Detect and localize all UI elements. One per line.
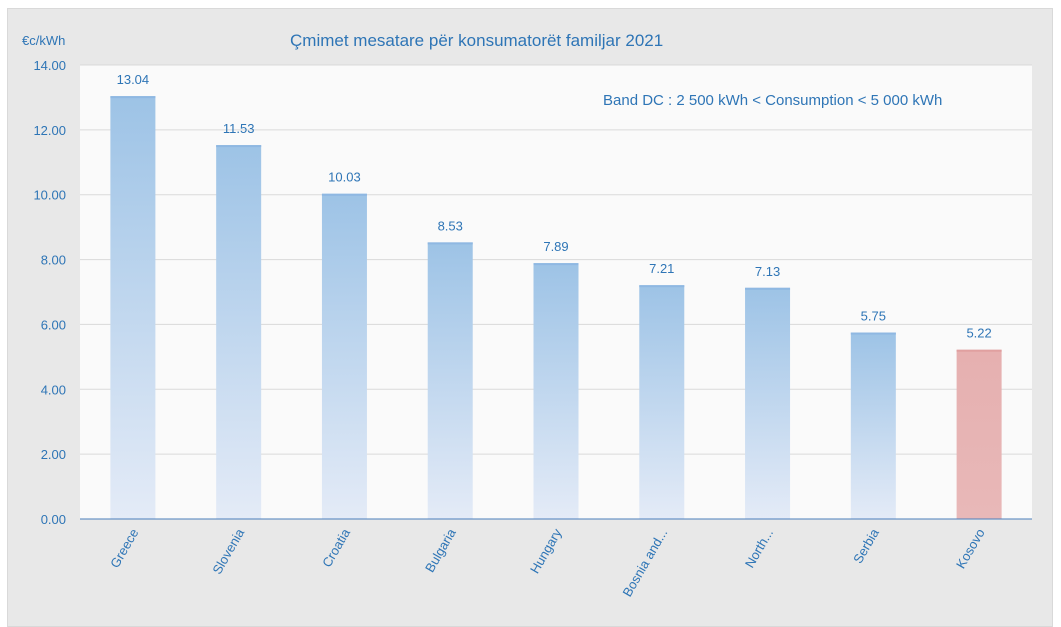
- y-tick-label: 4.00: [41, 382, 66, 397]
- bar-top-edge: [427, 242, 473, 245]
- y-tick-label: 10.00: [33, 188, 66, 203]
- bar-serbia: [850, 332, 896, 519]
- bar-hungary: [533, 263, 579, 519]
- y-tick-label: 2.00: [41, 447, 66, 462]
- x-tick-label: Kosovo: [953, 526, 988, 571]
- bar-kosovo: [956, 349, 1002, 519]
- bar-top-edge: [321, 193, 367, 196]
- bar-top-edge: [110, 96, 156, 99]
- x-tick-label: Croatia: [319, 525, 353, 569]
- bar-greece: [110, 96, 156, 519]
- data-labels: 13.04 11.53 10.03 8.53 7.89 7.21 7.13 5.75 5.22: [117, 72, 992, 341]
- bar-top-edge: [216, 145, 262, 148]
- y-tick-label: 14.00: [33, 58, 66, 73]
- bar-top-edge: [639, 285, 685, 288]
- y-axis-ticks: 0.00 2.00 4.00 6.00 8.00 10.00 12.00 14.00: [33, 58, 66, 527]
- y-axis-unit: €c/kWh: [22, 33, 65, 48]
- data-label: 7.89: [543, 239, 568, 254]
- x-tick-label: Serbia: [850, 525, 882, 566]
- data-label: 10.03: [328, 170, 361, 185]
- data-label: 7.13: [755, 264, 780, 279]
- data-label: 5.75: [861, 309, 886, 324]
- x-tick-label: Bulgaria: [422, 525, 459, 574]
- bar-top-edge: [956, 349, 1002, 352]
- x-axis-ticks: Greece Slovenia Croatia Bulgaria Hungary Bosn…: [107, 525, 988, 599]
- y-tick-label: 0.00: [41, 512, 66, 527]
- bar-top-edge: [850, 332, 896, 335]
- bar-bulgaria: [427, 242, 473, 520]
- bar-bosnia-and: [639, 285, 685, 519]
- bar-top-edge: [533, 263, 579, 266]
- y-tick-label: 6.00: [41, 317, 66, 332]
- bar-slovenia: [216, 145, 262, 519]
- x-tick-label: North...: [742, 526, 776, 570]
- data-label: 11.53: [223, 121, 255, 136]
- band-annotation: Band DC : 2 500 kWh < Consumption < 5 00…: [603, 92, 942, 109]
- x-tick-label: Hungary: [527, 526, 565, 576]
- y-tick-label: 8.00: [41, 253, 66, 268]
- data-label: 8.53: [438, 218, 463, 233]
- data-label: 5.22: [966, 326, 991, 341]
- data-label: 7.21: [649, 261, 674, 276]
- bar-croatia: [321, 193, 367, 519]
- x-tick-label: Bosnia and...: [619, 526, 670, 599]
- x-tick-label: Slovenia: [209, 525, 247, 576]
- bar-top-edge: [745, 287, 791, 290]
- chart-title: Çmimet mesatare për konsumatorët familja…: [290, 31, 663, 50]
- bars: [110, 96, 1002, 520]
- bar-north: [745, 287, 791, 519]
- y-tick-label: 12.00: [33, 123, 66, 138]
- data-label: 13.04: [117, 72, 150, 87]
- x-tick-label: Greece: [107, 526, 141, 570]
